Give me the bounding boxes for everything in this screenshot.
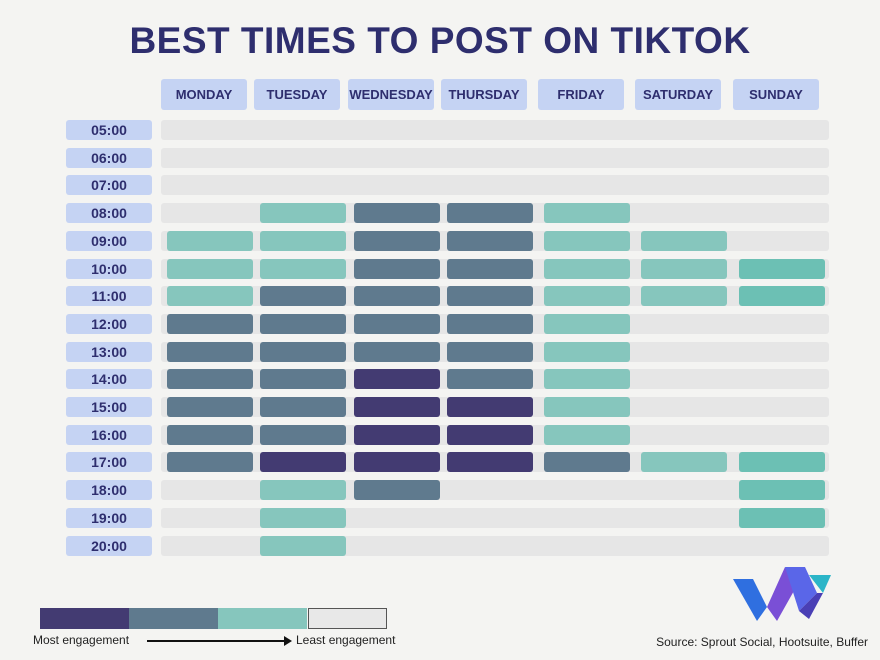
- heatmap-cell: [260, 203, 346, 223]
- time-label: 19:00: [66, 508, 152, 528]
- time-label: 08:00: [66, 203, 152, 223]
- brand-logo-icon: [733, 567, 831, 621]
- heatmap-cell: [260, 286, 346, 306]
- heatmap-cell: [544, 286, 630, 306]
- day-header-saturday: SATURDAY: [635, 79, 721, 110]
- legend-swatch: [129, 608, 218, 629]
- day-header-wednesday: WEDNESDAY: [348, 79, 434, 110]
- time-label: 13:00: [66, 342, 152, 362]
- heatmap-cell: [354, 397, 440, 417]
- heatmap-cell: [544, 397, 630, 417]
- day-header-monday: MONDAY: [161, 79, 247, 110]
- heatmap-cell: [544, 231, 630, 251]
- heatmap-cell: [544, 369, 630, 389]
- heatmap-cell: [260, 536, 346, 556]
- heatmap-cell: [739, 259, 825, 279]
- heatmap-cell: [447, 203, 533, 223]
- row-track: [161, 175, 829, 195]
- legend-least-label: Least engagement: [296, 633, 396, 647]
- legend-swatch: [40, 608, 129, 629]
- heatmap-cell: [260, 342, 346, 362]
- heatmap-cell: [354, 342, 440, 362]
- heatmap-cell: [260, 314, 346, 334]
- legend-arrow-line: [147, 640, 287, 642]
- heatmap-cell: [739, 286, 825, 306]
- heatmap-cell: [447, 342, 533, 362]
- heatmap-cell: [544, 314, 630, 334]
- heatmap-cell: [167, 397, 253, 417]
- heatmap-cell: [447, 286, 533, 306]
- heatmap-cell: [354, 480, 440, 500]
- time-label: 09:00: [66, 231, 152, 251]
- time-label: 07:00: [66, 175, 152, 195]
- heatmap-cell: [447, 369, 533, 389]
- heatmap-cell: [167, 286, 253, 306]
- heatmap-cell: [354, 231, 440, 251]
- heatmap-cell: [260, 259, 346, 279]
- day-header-tuesday: TUESDAY: [254, 79, 340, 110]
- time-label: 11:00: [66, 286, 152, 306]
- heatmap-cell: [447, 314, 533, 334]
- heatmap-cell: [544, 259, 630, 279]
- heatmap-cell: [260, 480, 346, 500]
- legend-arrow-head-icon: [284, 636, 292, 646]
- heatmap-cell: [447, 397, 533, 417]
- legend-swatch: [218, 608, 307, 629]
- chart-title: BEST TIMES TO POST ON TIKTOK: [129, 20, 751, 61]
- time-label: 10:00: [66, 259, 152, 279]
- heatmap-cell: [354, 314, 440, 334]
- heatmap-cell: [641, 286, 727, 306]
- row-track: [161, 120, 829, 140]
- heatmap-cell: [354, 369, 440, 389]
- heatmap-cell: [447, 259, 533, 279]
- heatmap-cell: [167, 425, 253, 445]
- legend-swatch: [308, 608, 387, 629]
- heatmap-cell: [641, 452, 727, 472]
- heatmap-cell: [447, 425, 533, 445]
- time-label: 05:00: [66, 120, 152, 140]
- time-label: 17:00: [66, 452, 152, 472]
- heatmap-cell: [167, 452, 253, 472]
- row-track: [161, 148, 829, 168]
- heatmap-cell: [260, 369, 346, 389]
- time-label: 15:00: [66, 397, 152, 417]
- heatmap-cell: [544, 452, 630, 472]
- heatmap-cell: [739, 480, 825, 500]
- legend-most-label: Most engagement: [33, 633, 130, 647]
- time-label: 18:00: [66, 480, 152, 500]
- heatmap-cell: [544, 342, 630, 362]
- heatmap-cell: [544, 425, 630, 445]
- heatmap-cell: [739, 452, 825, 472]
- time-label: 14:00: [66, 369, 152, 389]
- heatmap-cell: [260, 231, 346, 251]
- heatmap-cell: [544, 203, 630, 223]
- time-label: 20:00: [66, 536, 152, 556]
- heatmap-cell: [641, 231, 727, 251]
- heatmap-cell: [354, 259, 440, 279]
- heatmap-cell: [167, 314, 253, 334]
- heatmap-cell: [447, 231, 533, 251]
- day-header-sunday: SUNDAY: [733, 79, 819, 110]
- heatmap-cell: [167, 342, 253, 362]
- heatmap-cell: [260, 452, 346, 472]
- heatmap-cell: [641, 259, 727, 279]
- day-header-friday: FRIDAY: [538, 79, 624, 110]
- time-label: 06:00: [66, 148, 152, 168]
- heatmap-cell: [354, 203, 440, 223]
- heatmap-cell: [167, 369, 253, 389]
- heatmap-cell: [354, 286, 440, 306]
- heatmap-cell: [739, 508, 825, 528]
- heatmap-cell: [167, 231, 253, 251]
- source-note: Source: Sprout Social, Hootsuite, Buffer: [656, 635, 868, 649]
- heatmap-cell: [354, 425, 440, 445]
- heatmap-cell: [447, 452, 533, 472]
- heatmap-cell: [260, 425, 346, 445]
- day-header-thursday: THURSDAY: [441, 79, 527, 110]
- time-label: 12:00: [66, 314, 152, 334]
- heatmap-cell: [260, 508, 346, 528]
- heatmap-cell: [260, 397, 346, 417]
- heatmap-cell: [167, 259, 253, 279]
- time-label: 16:00: [66, 425, 152, 445]
- heatmap-cell: [354, 452, 440, 472]
